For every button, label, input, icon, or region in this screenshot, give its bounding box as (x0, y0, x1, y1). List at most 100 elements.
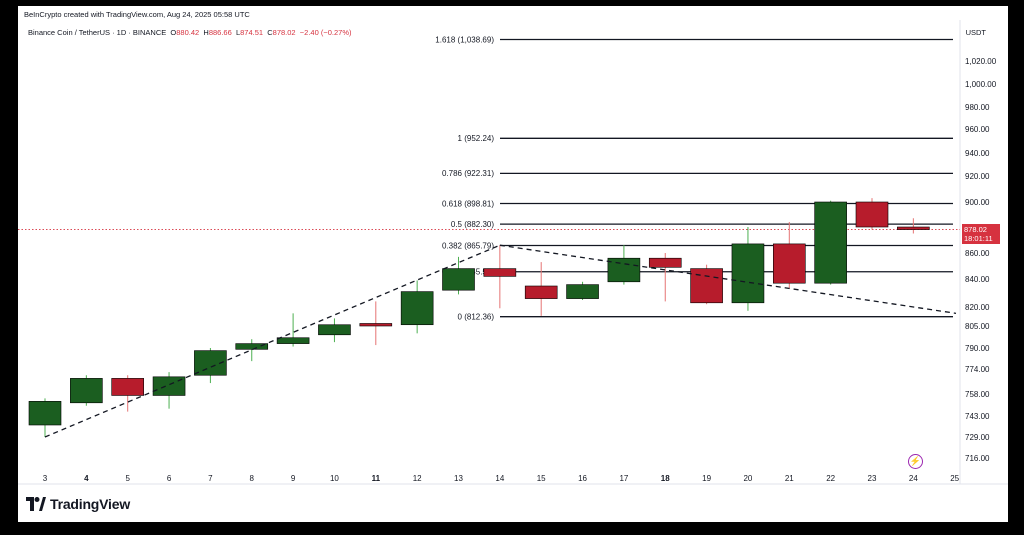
candle (442, 256, 475, 295)
tradingview-logo-icon (26, 497, 46, 511)
lightning-icon[interactable]: ⚡ (908, 454, 923, 469)
y-tick-label: 820.00 (965, 303, 990, 312)
change-value: −2.40 (−0.27%) (299, 28, 352, 37)
candle (276, 313, 310, 347)
fib-level-label: 1 (952.24) (458, 134, 495, 143)
chart-frame: 0 (812.36)0.236 (845.57)0.382 (865.79)0.… (18, 6, 1008, 522)
fib-level-label: 0.786 (922.31) (442, 169, 494, 178)
y-tick-label: 729.00 (965, 433, 990, 442)
currency-label: USDT (965, 28, 986, 37)
y-tick-label: 774.00 (965, 365, 990, 374)
candle-body (690, 268, 723, 304)
x-tick-label: 14 (495, 474, 504, 483)
x-tick-label: 25 (950, 474, 959, 483)
candle-body (442, 268, 475, 291)
candle-body (152, 376, 186, 396)
candle (318, 318, 351, 343)
candle (70, 375, 103, 406)
y-tick-label: 716.00 (965, 454, 990, 463)
fib-level-label: 0 (812.36) (458, 312, 495, 321)
last-price-tag: 878.02 18:01:11 (962, 224, 1000, 244)
high-value: 886.66 (208, 28, 232, 37)
candle-body (28, 401, 62, 426)
y-tick-label: 1,000.00 (965, 80, 997, 89)
candle (235, 339, 269, 362)
trendline (499, 244, 957, 314)
candle-body (855, 201, 889, 228)
candle (111, 375, 144, 412)
candle-body (772, 243, 806, 284)
tradingview-logo[interactable]: TradingView (26, 496, 130, 512)
x-tick-label: 16 (578, 474, 587, 483)
candle-body (235, 343, 269, 350)
x-tick-label: 20 (743, 474, 752, 483)
candle-body (814, 201, 847, 284)
candle-body (648, 257, 682, 268)
y-tick-label: 980.00 (965, 103, 990, 112)
candle-body (400, 291, 434, 326)
x-tick-label: 6 (167, 474, 172, 483)
y-tick-label: 860.00 (965, 249, 990, 258)
chart-credit: BeInCrypto created with TradingView.com,… (24, 10, 250, 19)
candle (772, 222, 806, 289)
y-tick-label: 920.00 (965, 172, 990, 181)
price-chart[interactable]: 0 (812.36)0.236 (845.57)0.382 (865.79)0.… (18, 6, 1008, 522)
candle-body (897, 226, 930, 230)
y-tick-label: 743.00 (965, 412, 990, 421)
candle (194, 348, 227, 384)
candle (648, 253, 682, 302)
last-price: 878.02 (964, 225, 987, 234)
y-tick-label: 940.00 (965, 149, 990, 158)
x-tick-label: 12 (413, 474, 422, 483)
candle-body (483, 268, 517, 277)
symbol-info: Binance Coin / TetherUS · 1D · BINANCE O… (28, 28, 352, 37)
x-tick-label: 3 (43, 474, 48, 483)
symbol-name: Binance Coin / TetherUS · 1D · BINANCE (28, 28, 167, 37)
candle (359, 301, 393, 346)
x-tick-label: 15 (537, 474, 546, 483)
x-tick-label: 4 (84, 474, 89, 483)
candle (400, 280, 434, 334)
candle-body (318, 324, 351, 336)
brand-name: TradingView (50, 496, 131, 512)
y-tick-label: 840.00 (965, 275, 990, 284)
candle (814, 200, 847, 285)
x-tick-label: 9 (291, 474, 296, 483)
candle-body (607, 257, 641, 283)
candle (152, 372, 186, 409)
fib-level-label: 0.618 (898.81) (442, 199, 494, 208)
x-tick-label: 5 (125, 474, 130, 483)
x-tick-label: 13 (454, 474, 463, 483)
x-tick-label: 22 (826, 474, 835, 483)
candle-body (276, 337, 310, 344)
bar-countdown: 18:01:11 (964, 234, 993, 243)
open-value: 880.42 (176, 28, 200, 37)
x-tick-label: 19 (702, 474, 711, 483)
y-tick-label: 960.00 (965, 125, 990, 134)
candle-body (359, 323, 393, 327)
x-tick-label: 21 (785, 474, 794, 483)
fib-level-label: 1.618 (1,038.69) (435, 35, 494, 44)
candle-body (70, 378, 103, 404)
trendline (44, 244, 501, 438)
fib-level-label: 0.5 (882.30) (451, 220, 494, 229)
candle (524, 262, 558, 316)
low-value: 874.51 (240, 28, 264, 37)
x-tick-label: 8 (250, 474, 255, 483)
candle (566, 281, 599, 300)
y-tick-label: 758.00 (965, 390, 990, 399)
candle (28, 398, 62, 437)
candle (483, 245, 517, 309)
candle (690, 264, 723, 305)
y-tick-label: 1,020.00 (965, 57, 997, 66)
candle (855, 198, 889, 230)
candle (607, 245, 641, 285)
x-tick-label: 10 (330, 474, 339, 483)
x-tick-label: 17 (619, 474, 628, 483)
x-tick-label: 24 (909, 474, 918, 483)
x-tick-label: 23 (868, 474, 877, 483)
candle-body (566, 284, 599, 299)
y-tick-label: 790.00 (965, 344, 990, 353)
y-tick-label: 900.00 (965, 198, 990, 207)
candle-body (731, 243, 765, 304)
